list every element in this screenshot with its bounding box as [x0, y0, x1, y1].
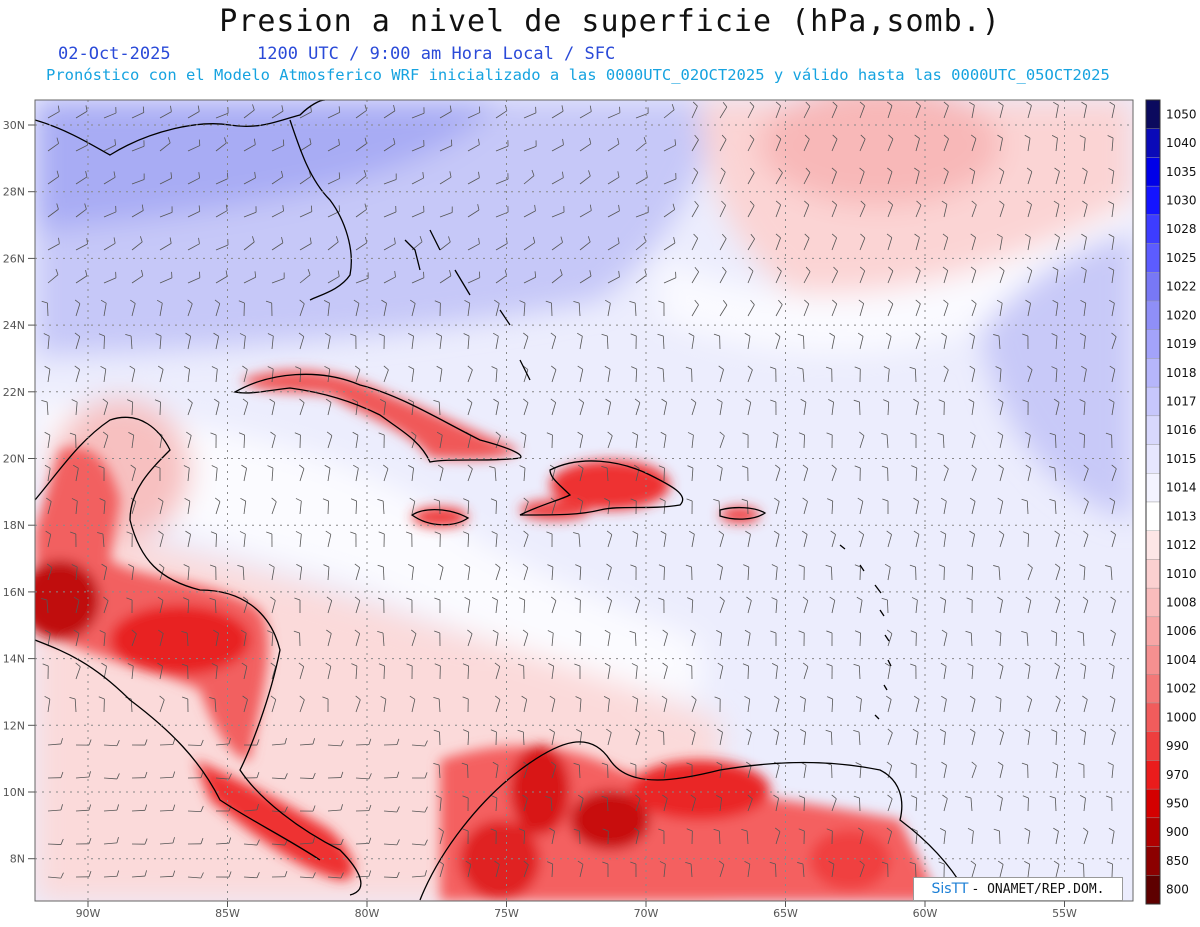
colorbar-swatch	[1145, 185, 1161, 216]
lat-label: 16N	[3, 586, 25, 599]
date-label: 02-Oct-2025	[58, 44, 171, 64]
colorbar-label: 950	[1166, 797, 1189, 811]
map-title: Presion a nivel de superficie (hPa,somb.…	[219, 4, 1001, 39]
wind-barbs	[41, 101, 1117, 879]
colorbar-label: 1015	[1166, 452, 1197, 466]
colorbar-label: 900	[1166, 825, 1189, 839]
colorbar-label: 800	[1166, 883, 1189, 897]
lat-label: 30N	[3, 119, 25, 132]
colorbar-swatch	[1145, 358, 1161, 388]
lat-label: 24N	[3, 319, 25, 332]
time-label: 1200 UTC / 9:00 am Hora Local / SFC	[257, 44, 616, 64]
colorbar-swatch	[1145, 300, 1161, 330]
colorbar-swatch	[1145, 875, 1161, 905]
colorbar-label: 1017	[1166, 395, 1197, 409]
colorbar-label: 1006	[1166, 624, 1197, 638]
lat-label: 8N	[10, 853, 25, 866]
colorbar-swatch	[1145, 559, 1161, 589]
colorbar: 1050 1040 1035 1030 1028 1025 1022 1020 1019 1018…	[1145, 99, 1197, 905]
colorbar-label: 1022	[1166, 280, 1197, 294]
lon-label: 60W	[913, 907, 938, 920]
colorbar-swatch	[1145, 702, 1161, 732]
credit-text: - ONAMET/REP.DOM.	[971, 881, 1105, 897]
colorbar-swatch	[1145, 788, 1161, 819]
colorbar-label: 1010	[1166, 567, 1197, 581]
land-low-pressure	[35, 370, 940, 901]
forecast-info: Pronóstico con el Modelo Atmosferico WRF…	[46, 66, 1110, 84]
map-plot-area	[35, 100, 1133, 901]
lon-label: 75W	[494, 907, 519, 920]
colorbar-label: 850	[1166, 854, 1189, 868]
lat-label: 22N	[3, 386, 25, 399]
colorbar-label: 970	[1166, 768, 1189, 782]
longitude-labels: 90W 85W 80W 75W 70W 65W 60W 55W	[76, 901, 1077, 920]
colorbar-label: 1019	[1166, 337, 1197, 351]
colorbar-label: 1014	[1166, 481, 1197, 495]
lon-label: 90W	[76, 907, 101, 920]
map-frame	[34, 99, 1134, 902]
lat-label: 18N	[3, 519, 25, 532]
colorbar-label: 990	[1166, 739, 1189, 753]
colorbar-swatch	[1145, 128, 1161, 158]
lat-label: 26N	[3, 252, 25, 265]
colorbar-swatch	[1145, 444, 1161, 474]
colorbar-label: 1004	[1166, 653, 1197, 667]
colorbar-label: 1018	[1166, 366, 1197, 380]
colorbar-label: 1008	[1166, 596, 1197, 610]
credit-box: SisTT - ONAMET/REP.DOM.	[913, 877, 1123, 901]
sistt-logo: SisTT	[931, 881, 969, 897]
colorbar-swatch	[1145, 157, 1161, 187]
colorbar-swatch	[1145, 760, 1161, 790]
colorbar-label: 1013	[1166, 509, 1197, 523]
lat-label: 28N	[3, 186, 25, 199]
lat-label: 10N	[3, 786, 25, 799]
colorbar-swatch	[1145, 817, 1161, 847]
colorbar-label: 1002	[1166, 682, 1197, 696]
colorbar-swatch	[1145, 587, 1161, 618]
lat-lon-grid	[35, 100, 1133, 901]
lon-label: 70W	[634, 907, 659, 920]
colorbar-label: 1030	[1166, 194, 1197, 208]
colorbar-label: 1016	[1166, 423, 1197, 437]
colorbar-swatch	[1145, 530, 1161, 560]
colorbar-label: 1000	[1166, 710, 1197, 724]
colorbar-swatch	[1145, 214, 1161, 244]
lon-label: 85W	[215, 907, 240, 920]
lat-label: 20N	[3, 453, 25, 466]
lon-label: 80W	[355, 907, 380, 920]
lat-label: 14N	[3, 653, 25, 666]
colorbar-swatch	[1145, 616, 1161, 646]
colorbar-swatch	[1145, 645, 1161, 675]
colorbar-label: 1028	[1166, 222, 1197, 236]
colorbar-swatch	[1145, 272, 1161, 302]
colorbar-label: 1035	[1166, 165, 1197, 179]
colorbar-swatch	[1145, 731, 1161, 761]
lat-label: 12N	[3, 719, 25, 732]
colorbar-swatch	[1145, 386, 1161, 417]
colorbar-label: 1040	[1166, 136, 1197, 150]
colorbar-swatch	[1145, 329, 1161, 359]
coastlines	[35, 100, 971, 901]
colorbar-label: 1020	[1166, 308, 1197, 322]
colorbar-swatch	[1145, 99, 1161, 129]
colorbar-label: 1025	[1166, 251, 1197, 265]
latitude-labels: 30N 28N 26N 24N 22N 20N 18N 16N 14N 12N 10N 8N	[3, 119, 35, 866]
colorbar-swatch	[1145, 674, 1161, 704]
lon-label: 55W	[1052, 907, 1077, 920]
colorbar-label: 1012	[1166, 538, 1197, 552]
colorbar-swatch	[1145, 473, 1161, 503]
colorbar-swatch	[1145, 501, 1161, 531]
colorbar-label: 1050	[1166, 107, 1197, 121]
colorbar-swatch	[1145, 846, 1161, 876]
colorbar-swatch	[1145, 415, 1161, 445]
colorbar-swatch	[1145, 243, 1161, 273]
lon-label: 65W	[773, 907, 798, 920]
